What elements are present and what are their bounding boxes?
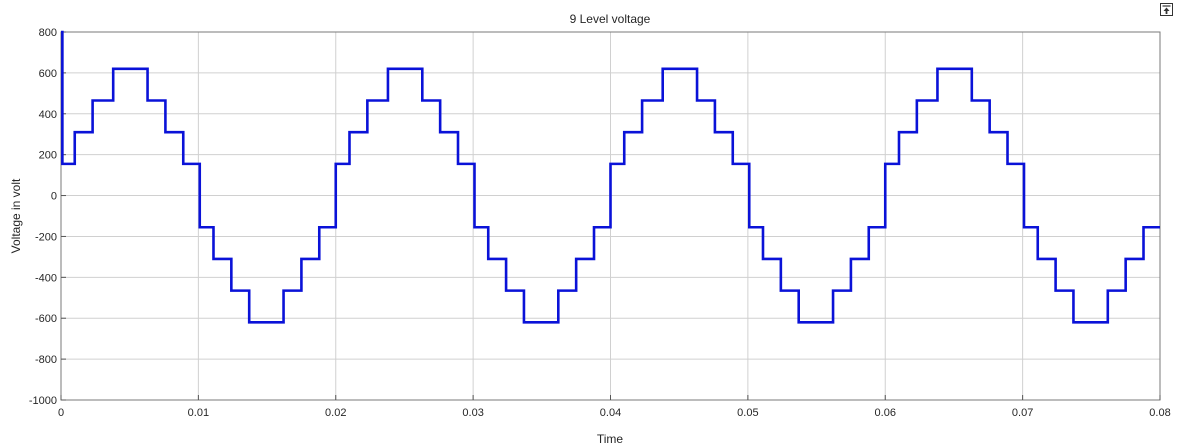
x-axis-label: Time bbox=[597, 432, 624, 446]
chart-title: 9 Level voltage bbox=[570, 12, 651, 26]
x-tick-label: 0.03 bbox=[462, 407, 483, 419]
y-tick-label: -400 bbox=[35, 272, 57, 284]
y-tick-label: -800 bbox=[35, 354, 57, 366]
undock-icon[interactable] bbox=[1160, 3, 1173, 16]
y-tick-label: -200 bbox=[35, 231, 57, 243]
y-tick-label: 800 bbox=[39, 27, 57, 39]
ticks: 0 0.01 0.02 0.03 0.04 0.05 0.06 0.07 0.08 800 600 4… bbox=[29, 27, 1171, 419]
x-tick-label: 0.06 bbox=[875, 407, 896, 419]
y-tick-label: 200 bbox=[39, 150, 57, 162]
y-tick-label: 400 bbox=[39, 109, 57, 121]
x-tick-label: 0.01 bbox=[188, 407, 209, 419]
y-tick-label: -600 bbox=[35, 313, 57, 325]
x-tick-label: 0.02 bbox=[325, 407, 346, 419]
y-tick-label: 0 bbox=[51, 191, 57, 203]
x-tick-label: 0.05 bbox=[737, 407, 758, 419]
x-tick-label: 0.04 bbox=[600, 407, 621, 419]
x-tick-label: 0 bbox=[58, 407, 64, 419]
y-axis-label: Voltage in volt bbox=[9, 178, 23, 253]
series-layer bbox=[61, 30, 1160, 324]
y-tick-label: 600 bbox=[39, 68, 57, 80]
series-line-0 bbox=[61, 30, 1160, 324]
x-tick-label: 0.07 bbox=[1012, 407, 1033, 419]
y-tick-label: -1000 bbox=[29, 395, 57, 407]
x-tick-label: 0.08 bbox=[1149, 407, 1170, 419]
